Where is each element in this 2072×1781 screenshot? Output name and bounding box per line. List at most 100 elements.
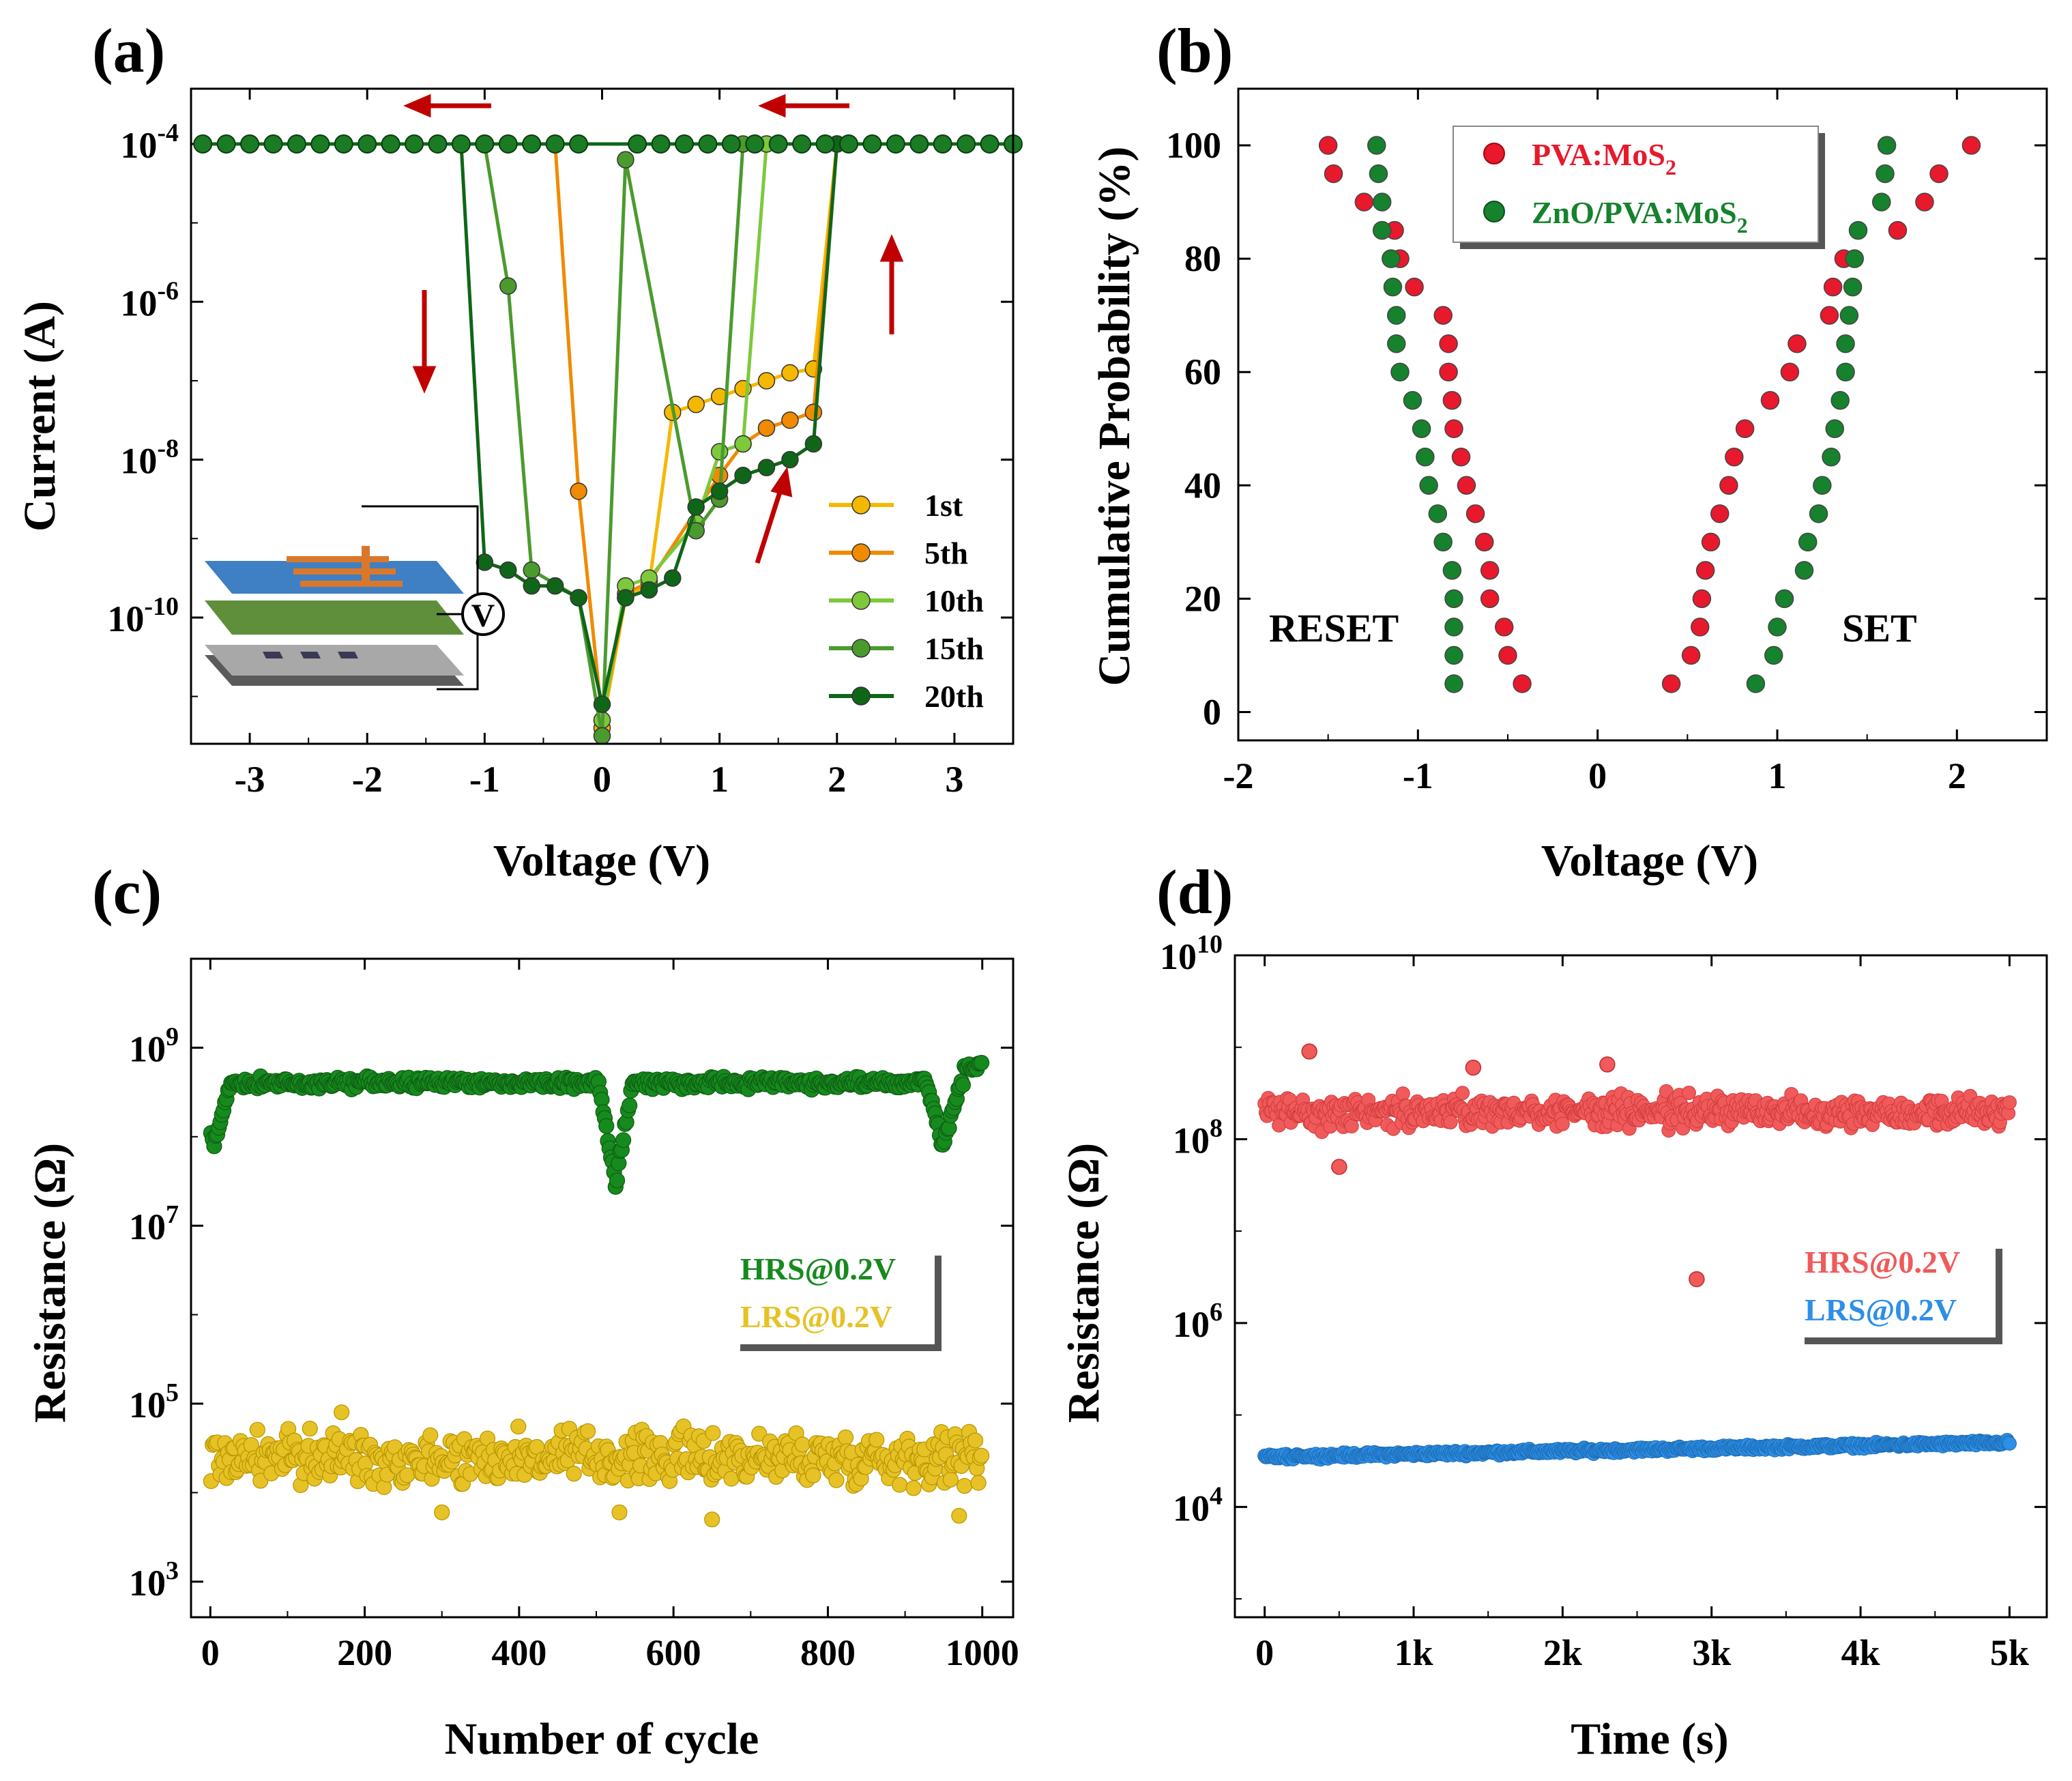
data-point-20th [687,498,705,516]
data-point [1444,646,1463,665]
hrs-point [1331,1159,1347,1175]
legend-hrs-text: HRS@0.2V [1805,1245,1960,1279]
y-tick-label: 106 [1173,1298,1223,1345]
lrs-point [828,1472,845,1488]
sweep-direction-arrows [403,93,904,564]
data-point [1480,589,1500,609]
compliance-point [310,134,330,154]
panel-a-iv-curves: (a) -3 -2 -1 0 1 2 3 10-10 10-8 10-6 10-4 V [15,16,1023,886]
x-tick-label: 1 [710,759,729,800]
lrs-point [252,1473,269,1489]
hrs-point [1301,1043,1317,1060]
panel-d-y-label: Resistance (Ω) [1059,1143,1109,1423]
data-point [1929,164,1949,184]
x-tick-label: 3k [1692,1632,1731,1673]
data-point [1877,136,1897,155]
compliance-point [909,134,929,154]
x-tick-label: 5k [1990,1632,2029,1673]
svg-text:PVA:MoS2: PVA:MoS2 [1532,137,1676,179]
panel-d-frame [1234,954,2048,1619]
hrs-point [1443,1115,1458,1130]
data-point [1809,504,1828,523]
compliance-point [651,134,671,154]
data-point [1661,674,1681,693]
data-point [1390,362,1410,381]
hrs-point [1455,1086,1470,1101]
data-point-15th [523,561,540,579]
x-tick-label: 0 [1255,1632,1274,1673]
hrs-point [2002,1095,2017,1110]
x-tick-label: -1 [469,759,500,800]
data-point [1419,476,1438,495]
data-point [1695,561,1715,580]
compliance-point [886,134,905,154]
compliance-point [287,134,306,154]
lrs-point [974,1447,990,1464]
lrs-point [837,1429,854,1446]
compliance-point [498,134,518,154]
panel-b-x-label: Voltage (V) [1541,836,1758,886]
x-tick-label: 600 [646,1632,701,1673]
lrs-point [905,1480,922,1496]
lrs-point [611,1504,628,1520]
legend-label-5th: 5th [924,536,968,570]
compliance-point [698,134,718,154]
compliance-point [193,134,213,154]
arrow-up-icon [770,466,793,497]
data-point [1367,136,1386,155]
data-point [1428,504,1448,523]
series-line-1st [600,143,839,729]
data-point [1416,448,1435,467]
data-point [1788,334,1807,353]
compliance-point [980,134,999,154]
data-point-1st [781,364,799,382]
data-point [1451,448,1471,467]
data-point-20th [617,589,634,607]
data-point-15th [499,277,517,295]
y-tick-label: 1010 [1160,930,1223,977]
legend-pva-text: PVA:MoS [1532,137,1665,172]
legend-label-10th: 10th [924,583,984,618]
data-point-20th [757,459,776,476]
data-point [1961,136,1981,155]
data-point [1871,192,1891,212]
y-tick-label: 10-10 [107,592,179,639]
hrs-point [615,1132,632,1148]
legend-zno-subscript: 2 [1737,213,1748,237]
x-tick-label: 1000 [946,1632,1019,1673]
x-tick-label: 2k [1543,1632,1582,1673]
data-point-20th [593,695,611,713]
compliance-point [957,134,976,154]
data-point-20th [664,569,682,587]
data-point-5th [757,419,776,437]
compliance-point [451,134,471,154]
data-point [1433,532,1453,552]
hrs-point [974,1054,990,1071]
x-tick-label: 200 [337,1632,392,1673]
data-point [1830,390,1850,410]
panel-a-label: (a) [92,16,165,85]
lrs-point [805,1467,821,1483]
data-point [1848,220,1868,240]
data-point-15th [593,727,611,745]
compliance-point [721,134,741,154]
hrs-point [1395,1086,1410,1101]
hrs-point [1555,1116,1570,1131]
data-point [1915,192,1934,212]
y-tick-label: 103 [129,1556,179,1604]
data-point [1719,476,1738,495]
compliance-point [358,134,377,154]
data-point [1836,362,1855,381]
compliance-point [522,134,542,154]
y-tick-label: 60 [1184,351,1221,392]
lrs-point [705,1425,721,1441]
data-point-15th [617,151,634,169]
lrs-point [794,1436,811,1453]
y-tick-label: 100 [1166,125,1221,166]
y-tick-label: 0 [1203,691,1221,732]
hrs-point [1682,1086,1697,1101]
legend-label-15th: 15th [924,631,984,666]
compliance-point [334,134,353,154]
data-point [1354,192,1374,212]
data-point-20th [476,553,494,571]
